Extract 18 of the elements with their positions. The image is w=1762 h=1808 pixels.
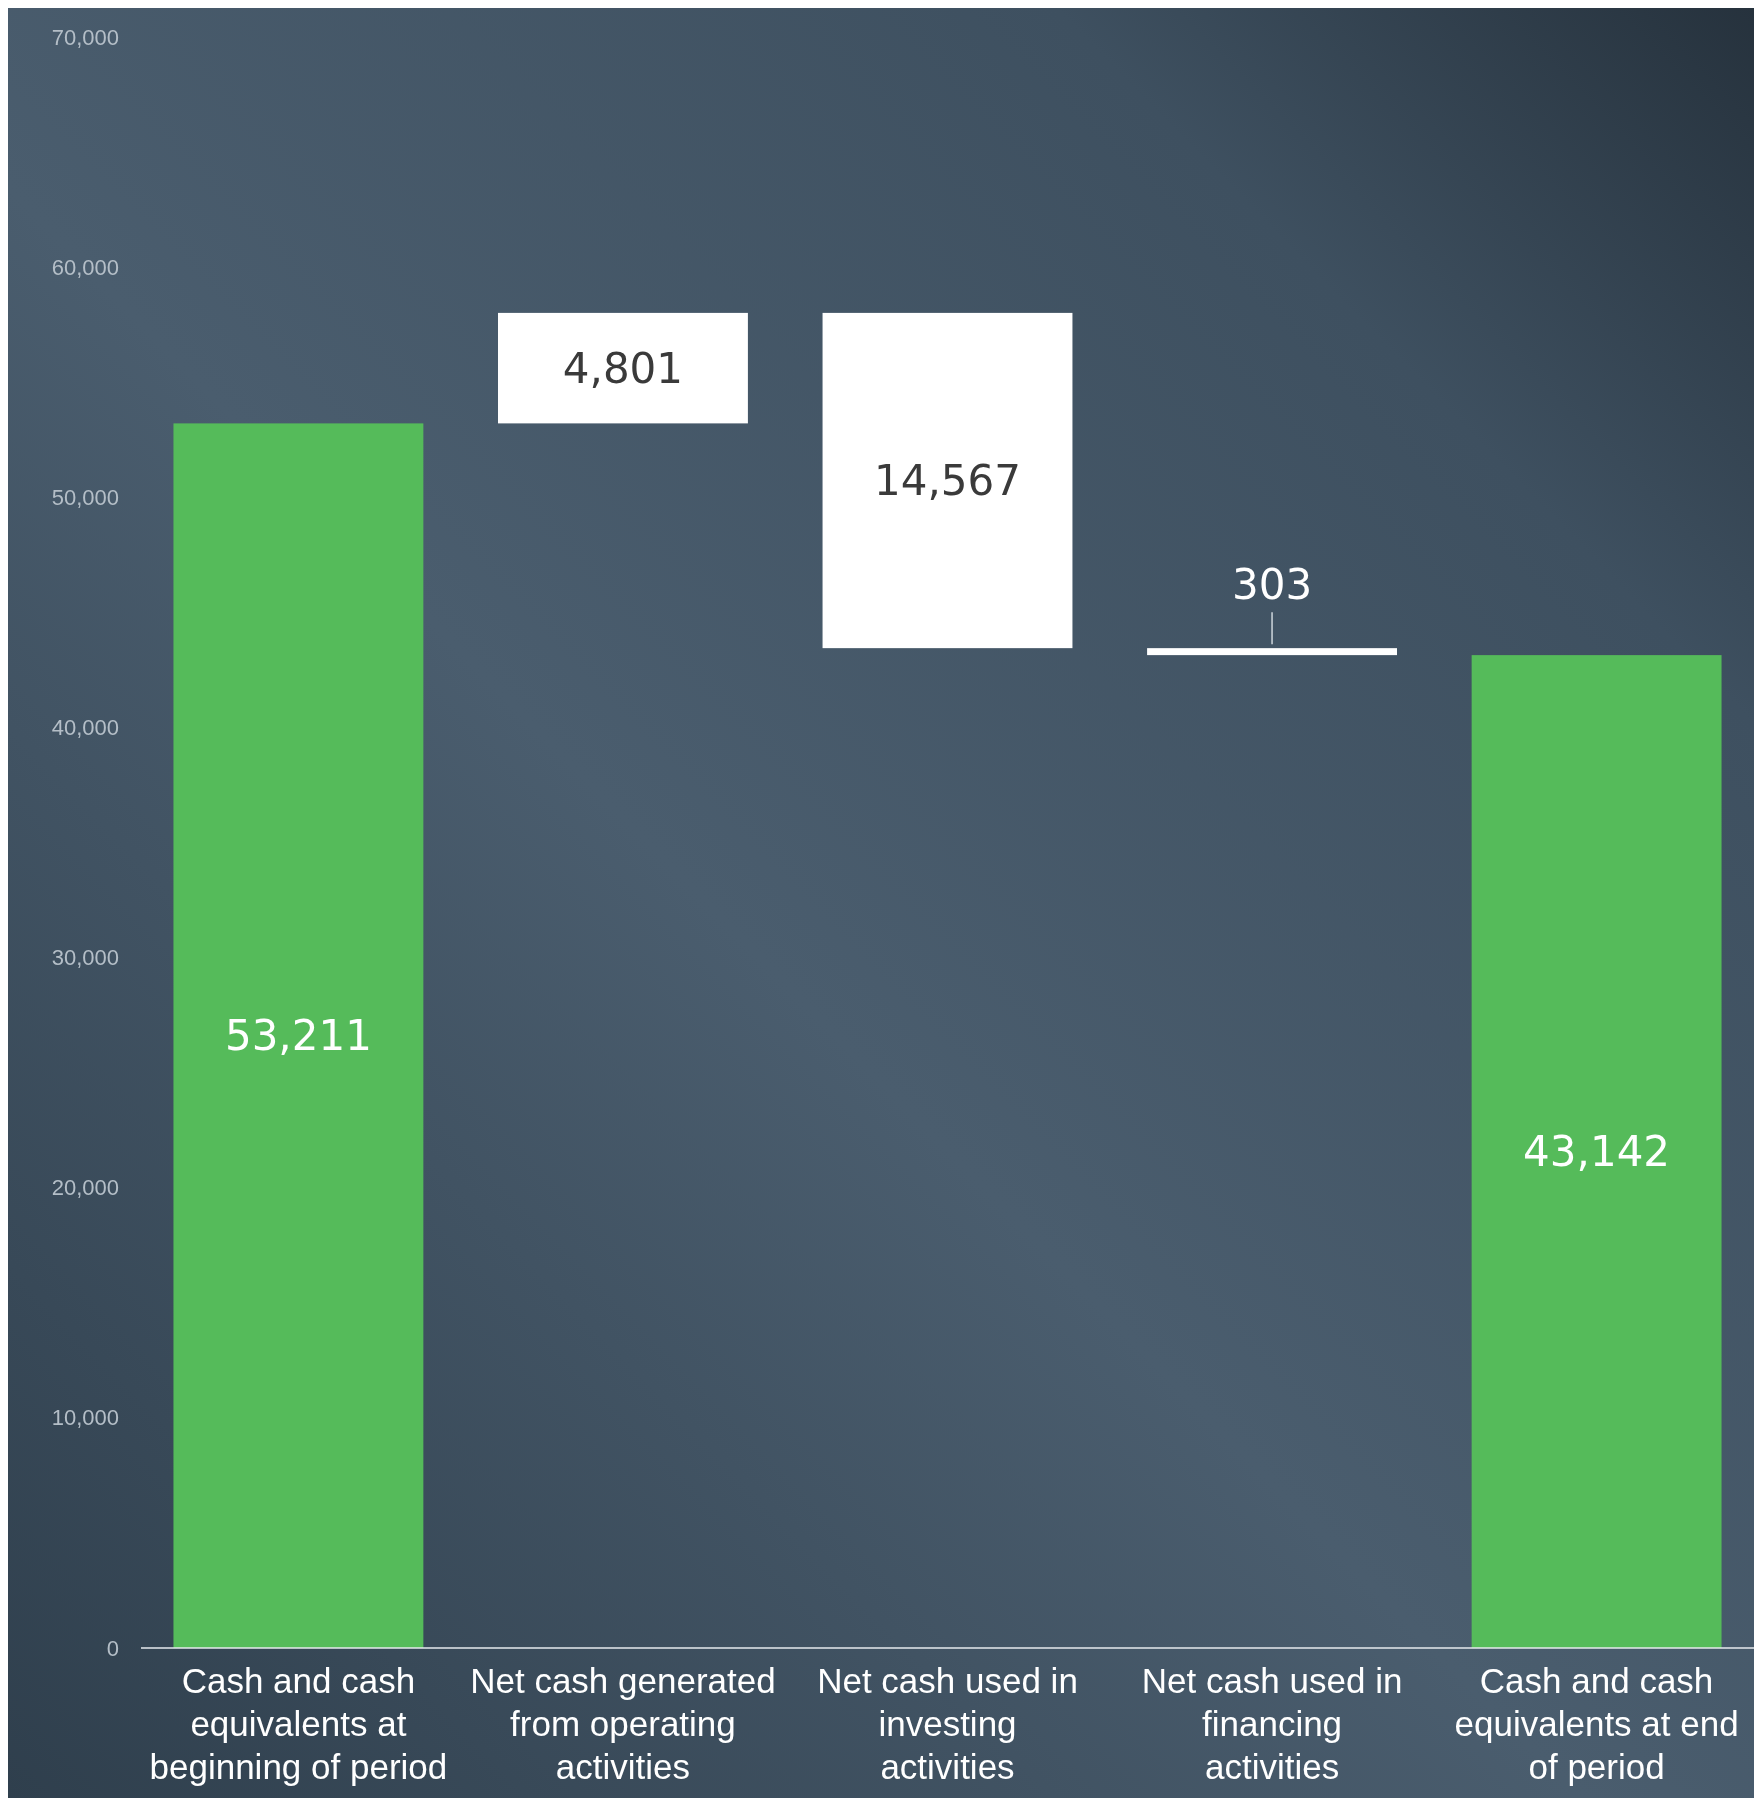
data-label: 4,801 <box>562 343 684 393</box>
y-tick-label: 20,000 <box>51 1175 119 1201</box>
y-tick-label: 0 <box>106 1635 119 1661</box>
data-label: 303 <box>1231 559 1313 609</box>
y-tick-label: 50,000 <box>51 484 119 510</box>
y-tick-label: 60,000 <box>51 254 119 280</box>
y-tick-label: 30,000 <box>51 945 119 971</box>
x-tick-label: Net cash used in financing activities <box>1141 1661 1403 1786</box>
data-label: 53,211 <box>224 1011 372 1061</box>
x-tick-label: Net cash generated from operating activities <box>470 1661 776 1786</box>
y-tick-label: 10,000 <box>51 1405 119 1431</box>
data-label: 43,142 <box>1523 1127 1671 1177</box>
x-tick-label: Cash and cash equivalents at end of period <box>1454 1661 1739 1786</box>
data-label: 14,567 <box>874 456 1021 506</box>
y-tick-label: 40,000 <box>51 714 119 740</box>
x-tick-label: Cash and cash equivalents at beginning of period <box>149 1661 448 1786</box>
x-tick-label: Net cash used in investing activities <box>817 1661 1078 1786</box>
y-tick-label: 70,000 <box>51 24 119 50</box>
